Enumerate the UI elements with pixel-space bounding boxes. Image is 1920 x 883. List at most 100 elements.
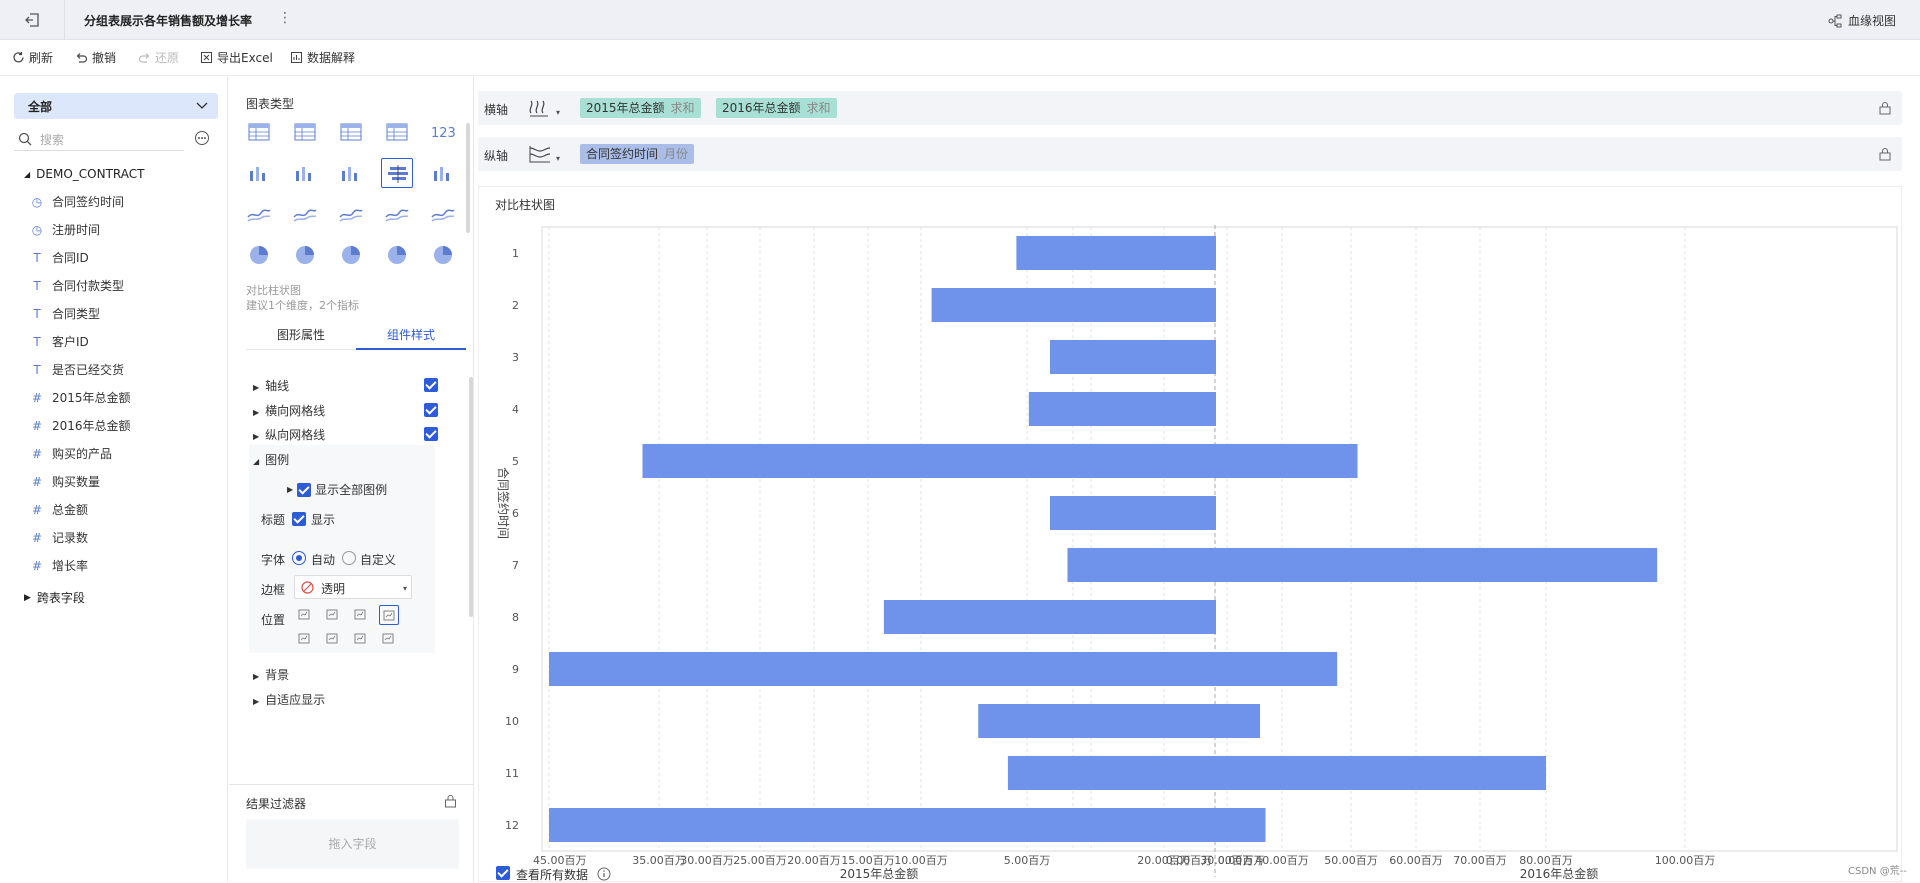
field-item[interactable]: T 是否已经交货	[30, 361, 124, 378]
y-field-pill-1[interactable]: 合同签约时间 月份	[580, 144, 695, 164]
bar-2016[interactable]	[1215, 600, 1216, 634]
field-item[interactable]: # 购买的产品	[30, 445, 112, 462]
chart-type-stacked-bar-icon[interactable]	[243, 158, 275, 188]
chart-type-cross-table-icon[interactable]	[289, 117, 321, 147]
legend-position-top-right-icon[interactable]	[351, 605, 371, 625]
table-node[interactable]: ◢ DEMO_CONTRACT	[24, 167, 144, 181]
search-field[interactable]: 搜索	[14, 127, 184, 151]
field-item[interactable]: ◷ 注册时间	[30, 221, 100, 238]
legend-position-right-icon[interactable]	[379, 629, 399, 649]
bar-2016[interactable]	[1215, 392, 1216, 426]
axis-option[interactable]: ▶ 轴线	[253, 379, 290, 393]
x-axis-chart-icon[interactable]	[528, 98, 552, 118]
chart-type-table-icon[interactable]	[243, 117, 275, 147]
scope-select[interactable]: 全部	[14, 93, 218, 119]
gallery-scrollbar[interactable]	[466, 123, 470, 233]
legend-position-bottom-icon[interactable]	[295, 629, 315, 649]
bar-2016[interactable]	[1215, 548, 1658, 582]
bar-2015[interactable]	[1050, 340, 1215, 374]
field-item[interactable]: ◷ 合同签约时间	[30, 193, 124, 210]
chart-type-line-icon[interactable]	[243, 199, 275, 229]
chart-type-grouped-bar-icon[interactable]	[289, 158, 321, 188]
x-field-pill-2[interactable]: 2016年总金额 求和	[716, 98, 837, 118]
chart-type-hexagon-icon[interactable]	[335, 199, 367, 229]
bar-2015[interactable]	[978, 704, 1215, 738]
redo-button[interactable]: 还原	[138, 49, 179, 66]
axis-checkbox[interactable]	[424, 378, 438, 392]
chart-type-scatter-icon[interactable]	[381, 240, 413, 270]
chart-type-waterfall-icon[interactable]	[427, 158, 459, 188]
chart-type-compare-bar-icon[interactable]	[381, 158, 413, 188]
legend-position-top-icon[interactable]	[323, 605, 343, 625]
y-axis-chart-icon[interactable]	[528, 144, 552, 164]
bar-2016[interactable]	[1215, 444, 1358, 478]
field-item[interactable]: # 记录数	[30, 529, 88, 546]
vgrid-option[interactable]: ▶ 纵向网格线	[253, 428, 326, 442]
chevron-down-icon[interactable]: ▾	[556, 154, 561, 163]
bar-2015[interactable]	[1028, 392, 1215, 426]
adaptive-option[interactable]: ▶ 自适应显示	[253, 693, 326, 707]
lineage-button[interactable]: 血缘视图	[1828, 12, 1896, 29]
bar-2015[interactable]	[1007, 756, 1215, 790]
field-item[interactable]: # 总金额	[30, 501, 88, 518]
legend-position-bottom-center-icon[interactable]	[323, 629, 343, 649]
hgrid-checkbox[interactable]	[424, 403, 438, 417]
chart-type-radar-icon[interactable]	[289, 199, 321, 229]
field-item[interactable]: #2015年总金额	[30, 389, 131, 406]
title-show-checkbox[interactable]	[292, 512, 306, 526]
options-scrollbar[interactable]	[469, 377, 473, 617]
back-icon[interactable]	[24, 12, 40, 28]
font-custom-radio[interactable]	[342, 551, 356, 565]
bar-2015[interactable]	[883, 600, 1215, 634]
info-icon[interactable]	[597, 867, 611, 881]
filter-drop-zone[interactable]: 拖入字段	[246, 819, 459, 869]
chart-type-gauge-icon[interactable]	[427, 199, 459, 229]
bar-2016[interactable]	[1215, 288, 1216, 322]
bar-2016[interactable]	[1215, 496, 1216, 530]
chart-type-kpi-icon[interactable]: 123	[427, 117, 459, 147]
bar-2016[interactable]	[1215, 652, 1338, 686]
field-item[interactable]: # 购买数量	[30, 473, 100, 490]
hgrid-option[interactable]: ▶ 横向网格线	[253, 404, 326, 418]
undo-button[interactable]: 撤销	[75, 49, 116, 66]
bar-2015[interactable]	[1016, 236, 1215, 270]
cross-table-node[interactable]: ▶ 跨表字段	[24, 589, 85, 606]
bar-2016[interactable]	[1215, 756, 1546, 790]
x-axis-lock-icon[interactable]	[1878, 101, 1892, 115]
field-item[interactable]: #2016年总金额	[30, 417, 131, 434]
show-all-legend-checkbox[interactable]	[297, 482, 312, 497]
bar-2015[interactable]	[1050, 496, 1215, 530]
bar-2015[interactable]	[642, 444, 1216, 478]
refresh-button[interactable]: 刷新	[12, 49, 53, 66]
legend-position-right-top-icon[interactable]	[379, 605, 399, 625]
chart-type-detail-table-icon[interactable]	[335, 117, 367, 147]
tab-component-style[interactable]: 组件样式	[356, 320, 466, 350]
field-item[interactable]: T 客户ID	[30, 333, 88, 350]
show-all-legend-row[interactable]: ▶ 显示全部图例	[287, 481, 387, 498]
bar-2015[interactable]	[1067, 548, 1215, 582]
field-item[interactable]: # 增长率	[30, 557, 88, 574]
data-explain-button[interactable]: 数据解释	[290, 49, 355, 66]
x-field-pill-1[interactable]: 2015年总金额 求和	[580, 98, 701, 118]
bar-2016[interactable]	[1215, 808, 1266, 842]
border-select[interactable]: 透明 ▾	[294, 575, 412, 599]
view-all-checkbox[interactable]	[496, 866, 510, 880]
chart-type-rose-pie-icon[interactable]	[289, 240, 321, 270]
bar-2016[interactable]	[1215, 340, 1216, 374]
legend-position-left-icon[interactable]	[351, 629, 371, 649]
bar-2015[interactable]	[549, 808, 1215, 842]
legend-option[interactable]: ◢ 图例	[253, 453, 290, 467]
chart-type-sunburst-icon[interactable]	[335, 240, 367, 270]
more-icon[interactable]: ⋮	[278, 10, 292, 26]
background-option[interactable]: ▶ 背景	[253, 668, 290, 682]
chart-type-bar-icon[interactable]	[335, 158, 367, 188]
bar-2016[interactable]	[1215, 704, 1260, 738]
field-item[interactable]: T 合同ID	[30, 249, 88, 266]
legend-position-top-left-icon[interactable]	[295, 605, 315, 625]
font-auto-radio[interactable]	[292, 551, 306, 565]
filter-lock-icon[interactable]	[444, 795, 457, 808]
chart-type-area-icon[interactable]	[381, 199, 413, 229]
chart-type-pie-icon[interactable]	[243, 240, 275, 270]
bar-2015[interactable]	[931, 288, 1215, 322]
field-item[interactable]: T 合同付款类型	[30, 277, 124, 294]
